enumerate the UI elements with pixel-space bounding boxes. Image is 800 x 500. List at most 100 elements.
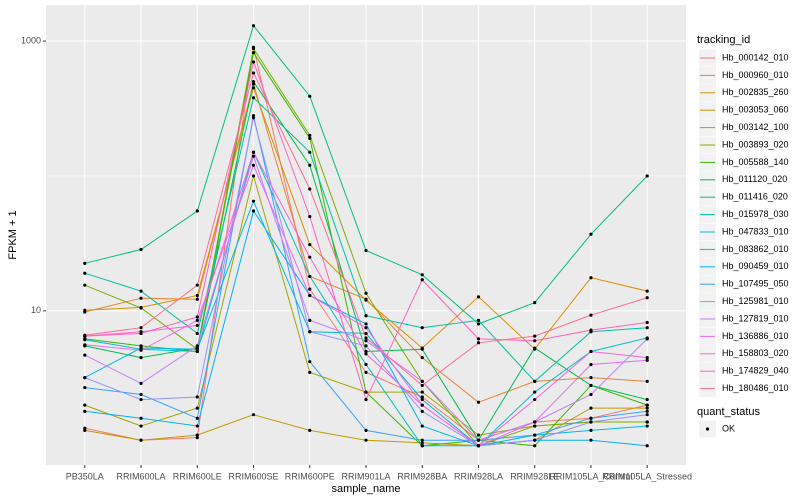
data-point — [420, 273, 424, 277]
data-point — [364, 397, 368, 402]
data-point — [83, 403, 87, 407]
data-point — [308, 214, 312, 219]
data-point — [308, 242, 312, 247]
x-tick-label: RRIM600SE — [229, 471, 279, 481]
data-point — [589, 232, 593, 236]
data-point — [364, 339, 368, 343]
x-tick-label: RRIM105LA_Stressed — [602, 471, 692, 481]
data-point — [308, 136, 312, 140]
data-point — [533, 438, 537, 442]
legend-label: Hb_003893_020 — [722, 139, 789, 149]
data-point — [195, 349, 199, 354]
data-point — [195, 347, 199, 351]
data-point — [645, 337, 649, 341]
points — [83, 24, 649, 448]
shape-legend-title: quant_status — [697, 406, 760, 418]
data-point — [251, 24, 256, 28]
data-point — [139, 424, 143, 428]
x-tick-label: RRIM600PE — [285, 471, 335, 481]
legend-label: Hb_125981_010 — [722, 296, 789, 306]
data-point — [251, 86, 256, 90]
data-point — [645, 420, 649, 424]
grid — [46, 5, 686, 465]
data-point — [195, 293, 199, 298]
data-point — [83, 428, 87, 432]
data-point — [308, 255, 312, 259]
data-point — [364, 349, 368, 354]
data-point — [139, 296, 143, 300]
data-point — [251, 80, 256, 84]
data-point — [364, 370, 368, 374]
legend-label: Hb_047833_010 — [722, 226, 789, 236]
data-point — [645, 409, 649, 413]
data-point — [476, 444, 481, 448]
data-point — [533, 390, 537, 394]
x-tick-label: RRIM928LE — [510, 471, 559, 481]
legend-label: Hb_090459_010 — [722, 261, 789, 271]
data-point — [533, 379, 537, 383]
data-point — [364, 322, 368, 326]
data-point — [83, 409, 87, 413]
x-tick-label: RRIM928BA — [397, 471, 447, 481]
data-point — [195, 433, 199, 437]
data-point — [139, 326, 143, 330]
x-axis-title: sample_name — [331, 483, 400, 495]
data-point — [589, 438, 593, 442]
data-point — [589, 362, 593, 367]
data-point — [308, 330, 312, 334]
data-point — [364, 352, 368, 356]
data-point — [195, 395, 199, 399]
data-point — [139, 306, 143, 310]
data-point — [251, 413, 256, 417]
data-point — [308, 318, 312, 322]
data-point — [645, 379, 649, 383]
data-point — [589, 349, 593, 354]
data-point — [251, 82, 256, 86]
y-axis-title: FPKM + 1 — [7, 210, 19, 259]
data-point — [308, 293, 312, 298]
data-point — [139, 346, 143, 350]
data-point — [420, 347, 424, 351]
data-point — [139, 381, 143, 385]
legend-label: Hb_083862_010 — [722, 244, 789, 254]
data-point — [308, 428, 312, 432]
legend-shape — [705, 427, 710, 431]
data-point — [420, 409, 424, 413]
data-point — [533, 301, 537, 305]
y-tick-label: 1000 — [21, 35, 41, 45]
data-point — [645, 424, 649, 428]
data-point — [251, 163, 256, 167]
data-point — [533, 339, 537, 343]
data-point — [476, 400, 481, 404]
data-point — [645, 174, 649, 178]
data-point — [645, 358, 649, 362]
data-point — [251, 174, 256, 178]
data-point — [420, 390, 424, 394]
data-point — [195, 283, 199, 287]
data-point — [420, 383, 424, 388]
data-point — [195, 297, 199, 301]
data-point — [645, 397, 649, 402]
data-point — [645, 444, 649, 448]
data-point — [420, 403, 424, 407]
legend-label: Hb_015978_030 — [722, 209, 789, 219]
data-point — [589, 406, 593, 410]
data-point — [251, 116, 256, 120]
data-point — [645, 326, 649, 330]
data-point — [645, 356, 649, 360]
data-point — [251, 150, 256, 154]
data-point — [533, 334, 537, 338]
data-point — [139, 392, 143, 397]
data-point — [364, 331, 368, 336]
legend-label: Hb_107495_050 — [722, 279, 789, 289]
data-point — [420, 438, 424, 442]
data-point — [533, 346, 537, 350]
data-point — [83, 271, 87, 275]
data-point — [251, 199, 256, 203]
legend-label: Hb_002835_260 — [722, 87, 789, 97]
data-point — [195, 344, 199, 348]
data-point — [589, 376, 593, 380]
data-point — [251, 71, 256, 75]
data-point — [83, 426, 87, 430]
